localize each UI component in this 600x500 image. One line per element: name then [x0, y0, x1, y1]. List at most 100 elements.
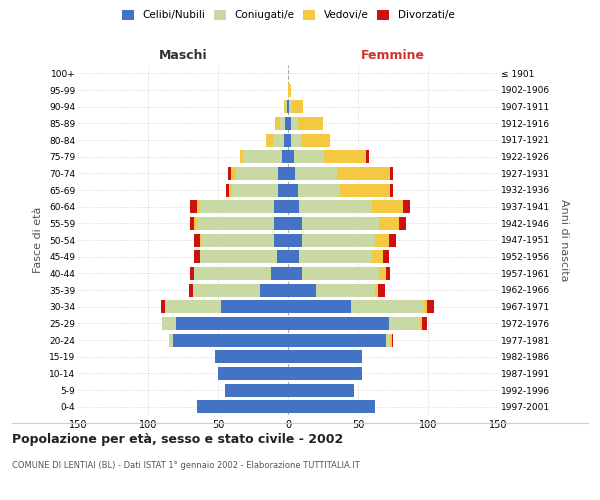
Bar: [232, 184, 278, 196]
Bar: [375, 284, 377, 296]
Bar: [292, 100, 304, 113]
Bar: [283, 150, 288, 163]
Bar: [403, 200, 410, 213]
Bar: [288, 234, 302, 246]
Text: Maschi: Maschi: [158, 48, 208, 62]
Bar: [229, 184, 232, 196]
Bar: [275, 117, 280, 130]
Bar: [243, 150, 283, 163]
Bar: [389, 317, 419, 330]
Bar: [288, 300, 351, 313]
Bar: [340, 184, 390, 196]
Bar: [379, 267, 386, 280]
Bar: [367, 150, 369, 163]
Bar: [291, 134, 302, 146]
Bar: [288, 350, 362, 363]
Bar: [288, 384, 354, 396]
Bar: [197, 217, 274, 230]
Bar: [194, 234, 200, 246]
Bar: [190, 217, 194, 230]
Bar: [390, 334, 392, 346]
Text: COMUNE DI LENTIAI (BL) - Dati ISTAT 1° gennaio 2002 - Elaborazione TUTTITALIA.IT: COMUNE DI LENTIAI (BL) - Dati ISTAT 1° g…: [12, 460, 360, 469]
Bar: [288, 367, 362, 380]
Bar: [201, 234, 274, 246]
Bar: [190, 200, 197, 213]
Bar: [278, 167, 288, 180]
Bar: [298, 117, 323, 130]
Bar: [176, 317, 288, 330]
Bar: [288, 184, 298, 196]
Bar: [287, 100, 288, 113]
Bar: [228, 167, 230, 180]
Bar: [390, 167, 393, 180]
Bar: [190, 267, 194, 280]
Bar: [390, 184, 393, 196]
Bar: [299, 200, 372, 213]
Bar: [288, 117, 291, 130]
Bar: [271, 267, 288, 280]
Bar: [226, 184, 229, 196]
Bar: [236, 167, 278, 180]
Bar: [325, 150, 367, 163]
Bar: [288, 100, 289, 113]
Bar: [272, 134, 284, 146]
Bar: [392, 334, 393, 346]
Bar: [389, 234, 396, 246]
Bar: [372, 250, 383, 263]
Bar: [337, 167, 390, 180]
Bar: [386, 334, 390, 346]
Bar: [193, 284, 260, 296]
Bar: [419, 317, 422, 330]
Bar: [424, 300, 427, 313]
Bar: [288, 200, 299, 213]
Bar: [284, 134, 288, 146]
Bar: [293, 150, 325, 163]
Bar: [280, 117, 285, 130]
Bar: [375, 234, 389, 246]
Bar: [351, 300, 424, 313]
Bar: [162, 317, 176, 330]
Bar: [302, 217, 379, 230]
Y-axis label: Fasce di età: Fasce di età: [34, 207, 43, 273]
Text: Popolazione per età, sesso e stato civile - 2002: Popolazione per età, sesso e stato civil…: [12, 432, 343, 446]
Bar: [289, 100, 292, 113]
Bar: [302, 134, 330, 146]
Bar: [194, 250, 200, 263]
Bar: [288, 317, 389, 330]
Bar: [266, 134, 272, 146]
Bar: [288, 284, 316, 296]
Bar: [299, 250, 372, 263]
Bar: [291, 117, 298, 130]
Bar: [288, 334, 386, 346]
Bar: [278, 184, 288, 196]
Bar: [288, 84, 291, 96]
Bar: [427, 300, 434, 313]
Bar: [173, 334, 288, 346]
Bar: [194, 267, 271, 280]
Bar: [377, 284, 385, 296]
Bar: [277, 250, 288, 263]
Bar: [379, 217, 398, 230]
Bar: [383, 250, 389, 263]
Bar: [284, 100, 285, 113]
Bar: [302, 234, 375, 246]
Bar: [316, 284, 375, 296]
Bar: [288, 267, 302, 280]
Bar: [215, 350, 288, 363]
Bar: [169, 334, 173, 346]
Bar: [295, 167, 337, 180]
Bar: [386, 267, 390, 280]
Bar: [225, 384, 288, 396]
Bar: [398, 217, 406, 230]
Bar: [218, 367, 288, 380]
Bar: [274, 234, 288, 246]
Bar: [197, 200, 200, 213]
Bar: [200, 234, 201, 246]
Bar: [288, 150, 293, 163]
Bar: [221, 300, 288, 313]
Y-axis label: Anni di nascita: Anni di nascita: [559, 198, 569, 281]
Bar: [288, 250, 299, 263]
Bar: [200, 250, 277, 263]
Bar: [422, 317, 427, 330]
Bar: [165, 300, 221, 313]
